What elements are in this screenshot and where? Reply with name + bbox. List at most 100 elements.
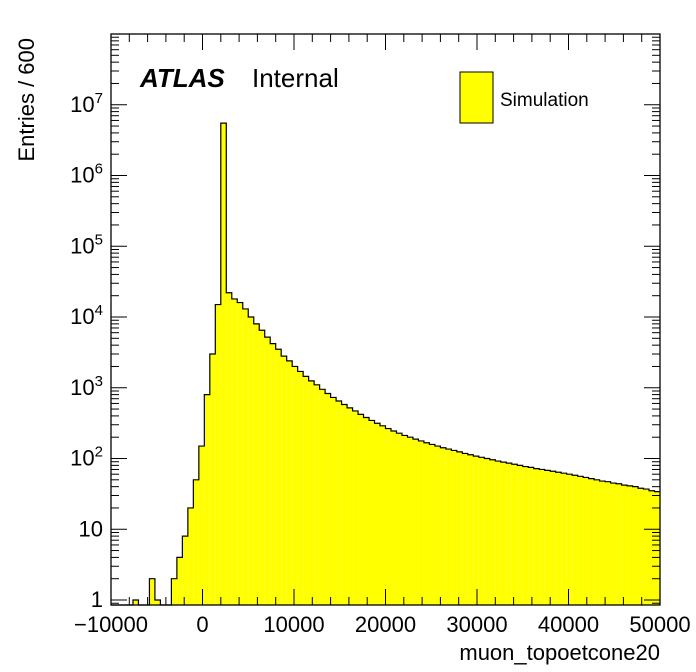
histogram-bar — [314, 384, 320, 605]
histogram-bar — [484, 458, 490, 605]
histogram-bar — [522, 466, 529, 605]
histogram-bar — [616, 483, 622, 605]
x-tick-label: 40000 — [538, 612, 599, 637]
histogram-bar — [341, 404, 348, 605]
histogram-bar — [330, 397, 337, 605]
y-tick-label: 107 — [70, 90, 103, 117]
histogram-bar — [605, 481, 611, 605]
histogram-bar — [303, 376, 309, 605]
histogram-bar — [467, 454, 474, 605]
histogram-bar — [308, 380, 315, 605]
histogram-bar — [363, 417, 370, 605]
y-tick-label: 1 — [91, 587, 103, 612]
histogram-bar — [440, 447, 446, 605]
histogram-bar — [478, 457, 485, 605]
histogram-bar — [621, 485, 628, 605]
histogram-bar — [215, 304, 221, 605]
histogram-bar — [220, 123, 227, 606]
legend-entry-simulation: Simulation — [500, 90, 589, 111]
histogram-bar — [319, 389, 326, 605]
histogram-bar — [259, 330, 265, 605]
histogram-bar — [226, 292, 232, 605]
histogram-bar — [632, 486, 639, 605]
x-tick-label: 50000 — [629, 612, 690, 637]
histogram-bar — [182, 536, 188, 605]
histogram-bar — [462, 453, 468, 605]
histogram-bar — [253, 323, 260, 605]
y-tick-label: 104 — [70, 302, 103, 329]
histogram-bar — [390, 430, 397, 605]
histogram-bar — [286, 360, 293, 605]
histogram-bar — [456, 451, 463, 605]
histogram-bar — [407, 437, 413, 605]
histogram-bar — [297, 371, 304, 605]
histogram-bar — [544, 470, 551, 605]
legend-swatch — [459, 71, 494, 124]
histogram-bar — [550, 471, 556, 605]
legend: Simulation — [459, 71, 589, 124]
histogram-bar — [572, 475, 578, 605]
status-label: Internal — [252, 63, 339, 93]
histogram-bar — [132, 600, 139, 605]
histogram-bar — [336, 400, 342, 605]
histogram-bar — [429, 444, 435, 605]
histogram-bar — [347, 407, 353, 605]
histogram-bar — [473, 456, 479, 605]
histogram-bar — [270, 343, 276, 605]
histogram-bar — [198, 446, 205, 605]
histogram-bar — [171, 578, 177, 605]
histogram-bar — [533, 468, 540, 605]
y-axis-title: Entries / 600 — [14, 38, 39, 162]
histogram-bar — [264, 337, 271, 605]
histogram-bar — [511, 464, 518, 605]
histogram-bar — [643, 489, 650, 605]
histogram-bar — [654, 491, 660, 605]
histogram-bar — [451, 450, 457, 605]
x-tick-label: 0 — [196, 612, 208, 637]
x-axis-title: muon_topoetcone20 — [459, 640, 660, 665]
histogram-bar — [506, 463, 512, 605]
histogram-bar — [352, 410, 359, 605]
histogram-bar — [193, 479, 199, 605]
y-tick-label: 102 — [70, 444, 103, 471]
histogram-bar — [412, 439, 419, 605]
atlas-label: ATLAS — [139, 63, 225, 93]
tick-labels: −10000 0 10000 20000 30000 40000 50000 1 10 102 10… — [70, 90, 690, 637]
histogram-bar — [209, 353, 216, 605]
histogram-bar — [638, 488, 644, 605]
histogram-bar — [588, 478, 595, 605]
histogram-bar — [401, 435, 408, 605]
histogram-bar — [539, 469, 545, 605]
histogram-bar — [281, 356, 287, 605]
x-tick-label: −10000 — [74, 612, 148, 637]
histogram-bar — [292, 366, 298, 605]
y-tick-label: 103 — [70, 373, 103, 400]
histogram-bar — [418, 440, 424, 605]
x-tick-label: 10000 — [263, 612, 324, 637]
histogram-bar — [566, 474, 573, 605]
histogram-bar — [369, 420, 375, 605]
histogram-bar — [242, 308, 249, 605]
histogram-bar — [561, 473, 567, 605]
histogram-bar — [627, 485, 633, 605]
histogram-bar — [237, 302, 243, 605]
y-tick-label: 10 — [79, 516, 103, 541]
histogram-bar — [434, 446, 441, 605]
x-tick-label: 20000 — [355, 612, 416, 637]
histogram-outline — [111, 122, 660, 606]
histogram-bar — [380, 425, 386, 605]
histogram-bar — [275, 349, 282, 605]
histogram-bar — [489, 459, 496, 605]
y-tick-label: 106 — [70, 161, 103, 188]
histogram-bar — [176, 557, 183, 605]
histogram-bar — [204, 394, 210, 605]
histogram-bar — [594, 479, 600, 605]
histogram-bars — [111, 122, 660, 606]
histogram-bar — [445, 449, 452, 605]
histogram-bar — [599, 481, 606, 605]
histogram-bar — [248, 317, 254, 605]
histogram-bar — [374, 423, 381, 605]
histogram-bar — [358, 414, 364, 605]
histogram-bar — [231, 298, 238, 605]
